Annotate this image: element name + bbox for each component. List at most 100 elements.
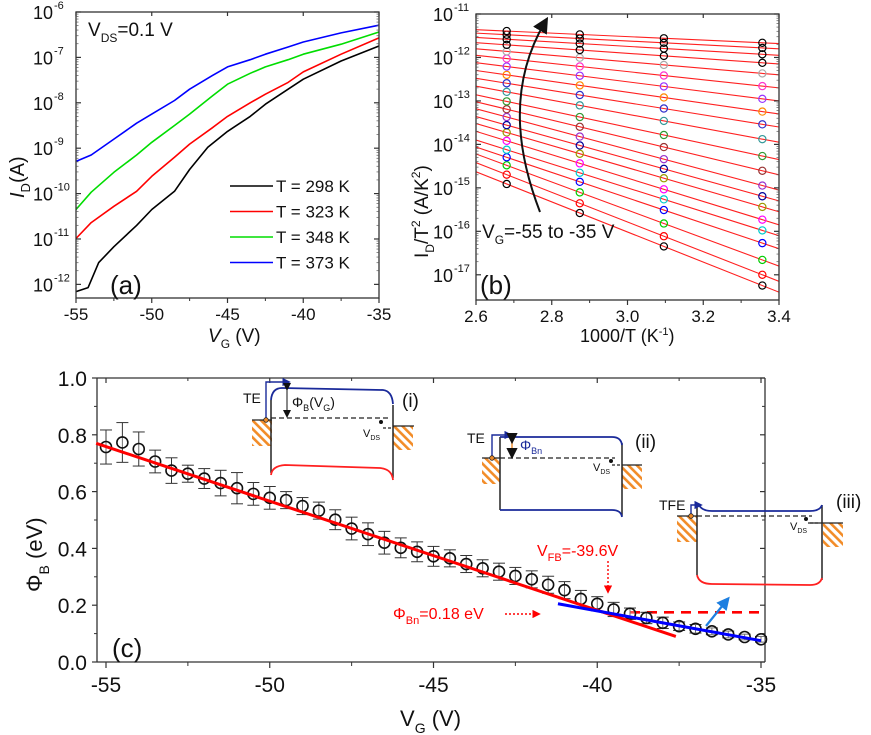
data-marker — [575, 159, 584, 168]
data-marker — [502, 120, 511, 130]
inset-ii-label: (ii) — [635, 432, 656, 453]
y-tick-exponent: -10 — [54, 182, 70, 194]
data-marker — [758, 58, 767, 68]
data-point — [525, 570, 539, 589]
y-tick-label: 10 — [433, 179, 453, 199]
red-linear-fit — [95, 441, 677, 638]
data-marker — [525, 573, 539, 586]
data-marker — [502, 170, 511, 179]
data-marker — [758, 120, 767, 129]
x-tick-label: 3.0 — [616, 307, 640, 326]
data-marker — [575, 188, 584, 197]
inset-i-te-arrow — [265, 377, 291, 420]
inset-iii-tfe-arrow — [690, 500, 703, 516]
data-marker — [758, 50, 767, 59]
inset-i-band-diagram: TE ΦB(VG) VDS (i) — [243, 377, 419, 481]
fit-line-vg-48 — [476, 116, 779, 202]
data-marker — [575, 168, 584, 177]
series-line-373K — [75, 24, 380, 163]
fit-line-vg-55 — [476, 171, 779, 293]
y-tick-label: 0.8 — [58, 425, 87, 448]
y-tick-exponent: -11 — [54, 227, 69, 239]
data-marker — [575, 177, 584, 187]
panel-c-label: (c) — [112, 633, 142, 663]
data-marker — [758, 181, 767, 190]
data-marker — [502, 26, 511, 36]
data-marker — [659, 142, 669, 152]
inset-iii-left-contact-hatch — [677, 516, 697, 542]
panel-b-vg-annotation: VG=-55 to -35 V — [482, 222, 615, 247]
panel-a-plot-area — [75, 24, 380, 293]
fit-line-vg-42 — [476, 69, 779, 115]
data-marker — [116, 436, 129, 449]
legend-entry: T = 373 K — [276, 254, 351, 273]
data-marker — [502, 40, 511, 50]
fit-line-vg-53 — [476, 153, 779, 267]
data-marker — [502, 47, 511, 56]
panel-a-axes: -55 -50 -45 -40 -3510-1210-1110-1010-910-810… — [33, 0, 391, 324]
data-marker — [509, 569, 522, 583]
y-tick-exponent: -7 — [54, 45, 64, 57]
fit-line-vg-39 — [476, 48, 779, 76]
inset-iii-conduction-band — [698, 504, 823, 512]
panel-b-xlabel: 1000/T (K-1) — [580, 326, 675, 346]
vg-direction-arrow — [518, 16, 549, 213]
panel-a-ylabel: ID(A) — [7, 156, 33, 198]
inset-ii-barrier-label: ΦBn — [520, 437, 542, 456]
fit-line-vg-51 — [476, 139, 779, 237]
fit-line-vg-40 — [476, 54, 779, 89]
x-tick-label: -45 — [418, 674, 448, 697]
data-marker — [502, 62, 511, 71]
y-tick-exponent: -17 — [454, 263, 470, 275]
data-marker — [575, 45, 584, 55]
data-marker — [758, 255, 767, 265]
panel-a-legend: T = 298 K T = 323 K T = 348 K T = 373 K — [230, 177, 351, 273]
inset-ii-lower-band — [500, 509, 623, 518]
y-tick-label: 10 — [33, 230, 53, 250]
data-point — [132, 431, 146, 467]
data-marker — [659, 93, 669, 102]
data-marker — [502, 35, 511, 44]
phibn-annotation: ΦBn=0.18 eV — [393, 606, 484, 627]
inset-iii-valence-band — [696, 574, 823, 586]
fit-line-vg-52 — [476, 146, 779, 250]
data-marker — [659, 44, 669, 53]
x-tick-label: -40 — [291, 305, 316, 324]
data-marker — [758, 215, 767, 224]
data-marker — [575, 122, 584, 132]
inset-ii-te-label: TE — [467, 430, 485, 446]
y-tick-label: 10 — [433, 266, 453, 286]
data-marker — [575, 62, 584, 71]
data-marker — [575, 149, 584, 158]
inset-iii-label: (iii) — [836, 492, 861, 513]
x-tick-label: -50 — [255, 674, 285, 697]
series-line-323K — [75, 37, 380, 240]
data-point — [558, 581, 571, 600]
y-tick-label: 0.4 — [58, 538, 88, 561]
panel-b-axes: 2.6 2.8 3.0 3.2 3.410-1710-1610-1510-1410-13… — [433, 2, 791, 326]
data-marker — [758, 69, 767, 78]
data-marker — [659, 130, 669, 140]
panel-b-arrhenius: 2.6 2.8 3.0 3.2 3.410-1710-1610-1510-1410-13… — [409, 2, 791, 346]
inset-iii-vds-label: VDS — [790, 521, 807, 535]
inset-ii-left-contact-hatch — [482, 458, 500, 484]
panel-b-ylabel: ID/T2 (A/K2) — [409, 165, 437, 258]
fit-line-vg-35 — [476, 29, 779, 45]
data-marker — [758, 192, 767, 201]
data-marker — [758, 94, 767, 104]
data-marker — [758, 238, 767, 248]
inset-iii-tfe-label: TFE — [659, 497, 685, 513]
panel-b-label: (b) — [480, 270, 512, 300]
y-tick-exponent: -16 — [454, 219, 470, 231]
series-line-348K — [75, 31, 380, 211]
y-tick-exponent: -9 — [54, 136, 64, 148]
x-tick-label: 3.2 — [691, 307, 715, 326]
panel-a-vds-annotation: VDS=0.1 V — [88, 20, 173, 45]
data-marker — [502, 87, 511, 97]
inset-ii-te-arrow — [491, 430, 513, 458]
data-point — [378, 530, 391, 555]
x-tick-label: -35 — [367, 305, 392, 324]
x-tick-label: 2.8 — [540, 307, 564, 326]
data-marker — [758, 38, 767, 47]
fit-line-vg-54 — [476, 162, 779, 282]
